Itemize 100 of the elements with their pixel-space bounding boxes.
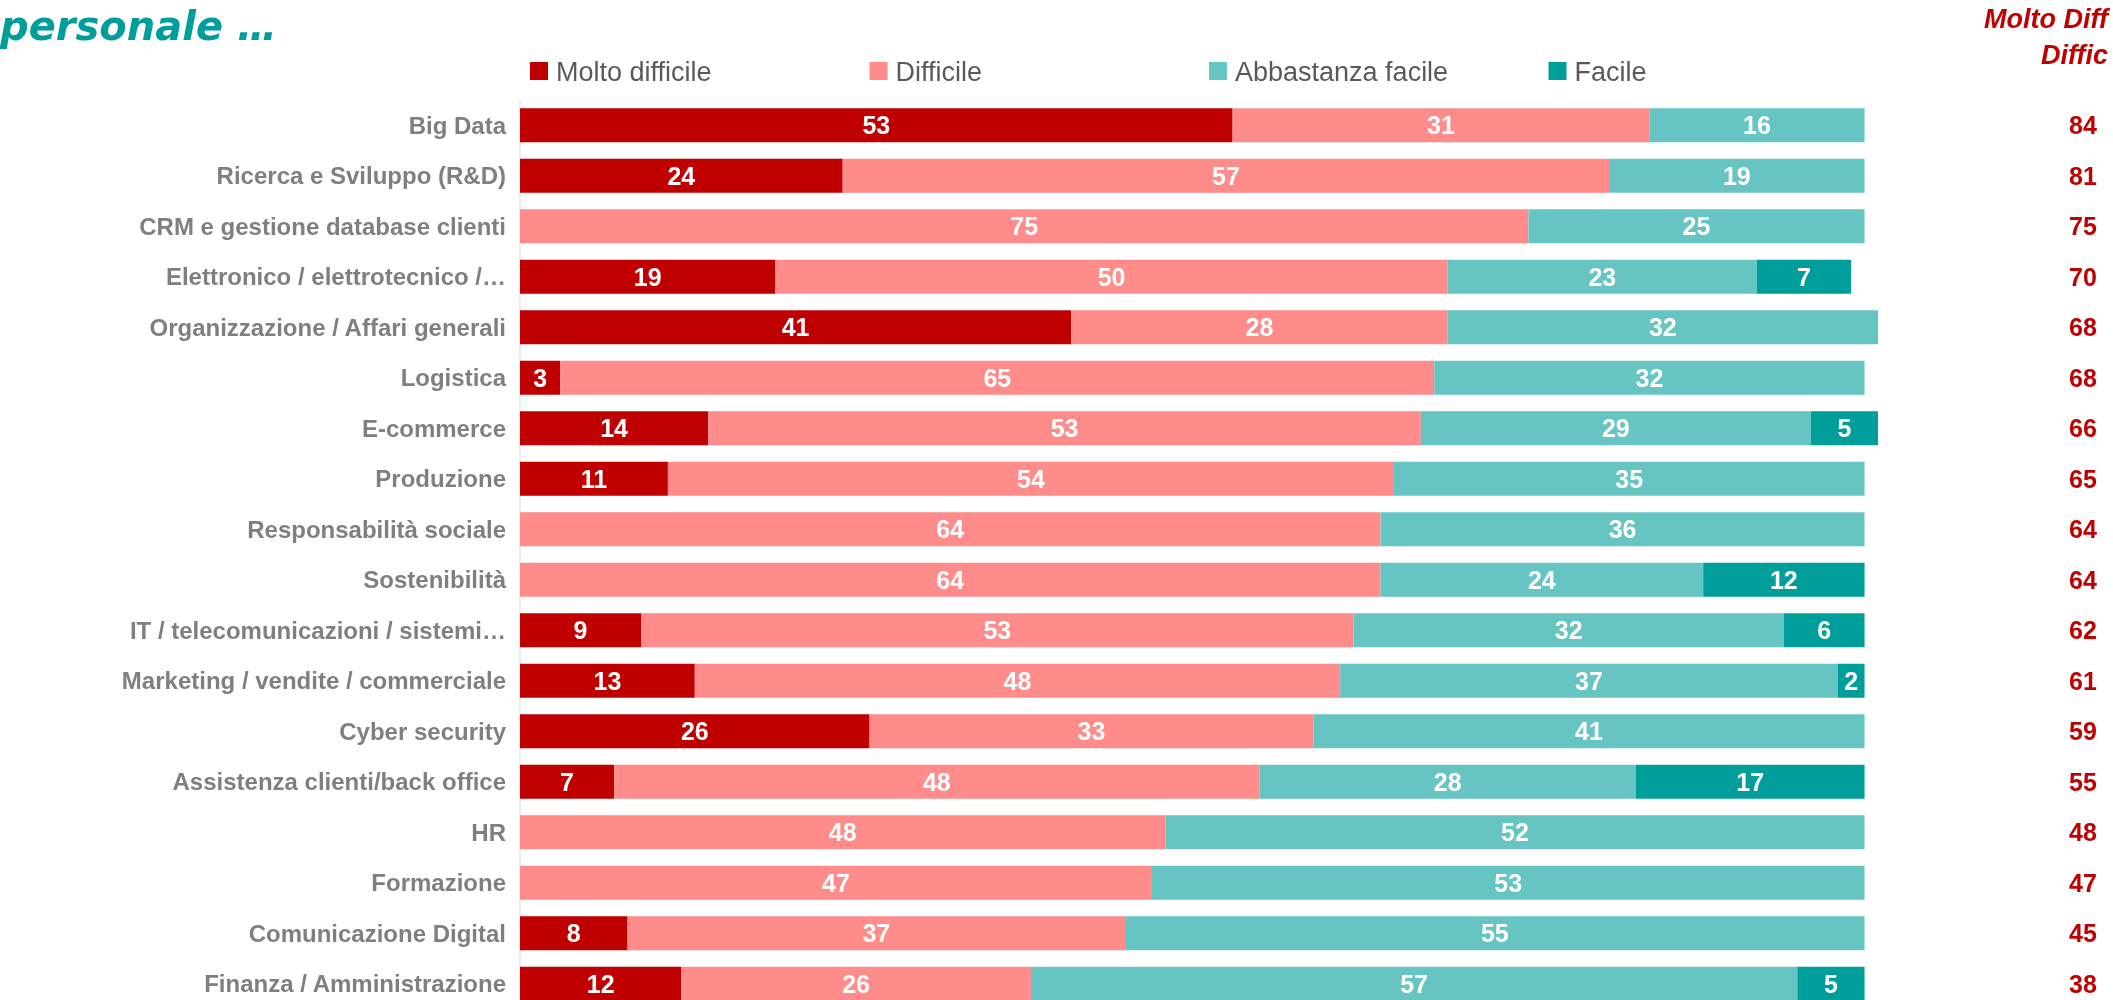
data-label: 31 — [1427, 111, 1456, 139]
data-label: 7 — [560, 767, 575, 796]
text: 64 — [2069, 515, 2097, 543]
data-label: 53 — [862, 111, 891, 139]
bar — [1125, 916, 1865, 951]
data-label: 16 — [1743, 111, 1771, 139]
data-label: 28 — [1433, 767, 1462, 796]
data-label: 57 — [1211, 161, 1240, 190]
data-label: 14 — [600, 414, 629, 442]
data-label: 25 — [1682, 212, 1711, 240]
bar — [1420, 411, 1811, 446]
bar — [1313, 714, 1865, 749]
legend-label: Abbastanza facile — [1235, 57, 1449, 88]
data-label: 48 — [1003, 666, 1032, 695]
text: 62 — [2069, 616, 2097, 644]
bar — [520, 411, 709, 446]
text: Diffic — [2040, 40, 2108, 70]
data-label: 13 — [593, 666, 622, 695]
bar — [1232, 108, 1650, 143]
y-tick-label: IT / telecomunicazioni / sistemi… — [129, 616, 506, 644]
y-tick-label: Logistica — [400, 364, 507, 392]
bar — [520, 613, 642, 648]
text: Molto Diff — [1984, 4, 2112, 34]
data-label: 11 — [580, 464, 608, 493]
text: 38 — [2069, 969, 2097, 998]
y-tick-label: Finanza / Amministrazione — [204, 970, 506, 998]
bar — [869, 714, 1314, 749]
y-tick-label: Big Data — [408, 111, 507, 139]
y-tick-label: Produzione — [375, 465, 506, 493]
data-label: 37 — [862, 919, 891, 947]
data-label: 12 — [1769, 565, 1798, 594]
data-label: 24 — [667, 161, 696, 190]
bar — [1393, 461, 1865, 496]
bar — [614, 764, 1260, 799]
bar — [520, 512, 1381, 547]
bar — [708, 411, 1421, 446]
data-label: 35 — [1615, 464, 1644, 493]
bar — [1447, 310, 1878, 345]
y-tick-label: HR — [471, 818, 506, 846]
y-tick-label: Organizzazione / Affari generali — [149, 313, 506, 341]
data-label: 32 — [1554, 616, 1583, 644]
text: 75 — [2069, 212, 2097, 240]
bar — [560, 360, 1435, 395]
data-label: 33 — [1077, 717, 1106, 745]
y-tick-label: Cyber security — [339, 717, 507, 745]
data-label: 41 — [781, 313, 810, 341]
legend-label: Difficile — [895, 57, 983, 88]
bar — [681, 966, 1031, 1000]
data-label: 32 — [1648, 313, 1677, 341]
bar — [627, 916, 1126, 951]
bar — [1030, 966, 1798, 1000]
data-label: 23 — [1588, 262, 1617, 291]
bar — [775, 259, 1448, 294]
data-label: 47 — [822, 868, 850, 897]
y-tick-label: Responsabilità sociale — [247, 515, 506, 543]
bar — [520, 966, 682, 1000]
data-label: 48 — [922, 767, 951, 796]
bar — [1810, 411, 1878, 446]
bar — [1151, 865, 1865, 900]
data-label: 9 — [573, 616, 588, 644]
data-label: 64 — [936, 515, 965, 543]
bar — [520, 663, 695, 698]
data-label: 57 — [1400, 969, 1429, 998]
bar — [1609, 158, 1865, 193]
text: 45 — [2069, 919, 2097, 947]
data-label: 52 — [1501, 818, 1529, 846]
bar — [1635, 764, 1865, 799]
data-label: 75 — [1010, 212, 1039, 240]
data-label: 50 — [1097, 262, 1126, 291]
y-tick-label: CRM e gestione database clienti — [139, 212, 506, 240]
bar — [1259, 764, 1636, 799]
y-tick-label: E-commerce — [361, 414, 506, 442]
bar — [520, 310, 1072, 345]
data-label: 65 — [983, 363, 1012, 392]
data-label: 26 — [680, 717, 709, 745]
y-tick-label: Comunicazione Digital — [248, 919, 506, 947]
y-tick-label: Elettronico / elettrotecnico /… — [165, 263, 506, 291]
text: 61 — [2069, 666, 2097, 695]
bar — [1756, 259, 1852, 294]
bar — [1447, 259, 1757, 294]
bar — [520, 562, 1381, 597]
bar — [520, 209, 1529, 244]
data-label: 5 — [1837, 414, 1852, 442]
bar — [1649, 108, 1865, 143]
bar — [667, 461, 1394, 496]
bar — [694, 663, 1341, 698]
data-label: 28 — [1245, 313, 1274, 341]
data-label: 48 — [828, 818, 857, 846]
text: 84 — [2069, 111, 2097, 139]
data-label: 53 — [1050, 414, 1079, 442]
text: 66 — [2069, 414, 2097, 442]
bar — [1340, 663, 1838, 698]
data-label: 64 — [936, 565, 965, 594]
y-tick-label: Ricerca e Sviluppo (R&D) — [216, 162, 506, 190]
bar — [520, 108, 1233, 143]
data-label: 7 — [1797, 262, 1811, 291]
bar — [842, 158, 1610, 193]
text: 47 — [2069, 868, 2097, 897]
data-label: 12 — [586, 969, 615, 998]
legend-label: Facile — [1574, 57, 1647, 88]
